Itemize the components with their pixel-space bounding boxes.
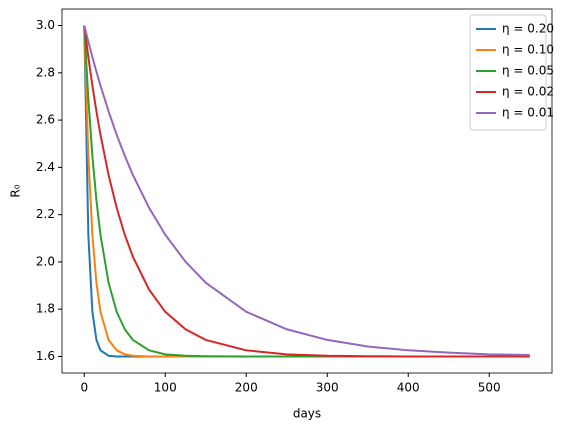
- line-series: [83, 25, 530, 358]
- y-tick-label: 2.0: [36, 254, 55, 268]
- x-tick-label: 300: [316, 381, 339, 395]
- line-series: [83, 25, 530, 358]
- legend-label: η = 0.10: [502, 43, 554, 57]
- y-tick-label: 2.2: [36, 207, 55, 221]
- legend-label: η = 0.02: [502, 85, 554, 99]
- y-tick-label: 1.8: [36, 302, 55, 316]
- legend-label: η = 0.05: [502, 64, 554, 78]
- y-tick-label: 3.0: [36, 18, 55, 32]
- y-tick-label: 2.6: [36, 113, 55, 127]
- plot-frame: [61, 8, 553, 374]
- y-tick-label: 2.8: [36, 65, 55, 79]
- x-tick-label: 400: [397, 381, 420, 395]
- legend-box: [469, 14, 547, 131]
- legend-label: η = 0.20: [502, 22, 554, 36]
- y-tick-label: 1.6: [36, 349, 55, 363]
- y-axis-label: R₀: [9, 184, 23, 197]
- legend-label: η = 0.01: [502, 106, 554, 120]
- x-tick-label: 0: [80, 381, 88, 395]
- line-series: [83, 25, 530, 358]
- x-tick-label: 100: [154, 381, 177, 395]
- y-tick-label: 2.4: [36, 160, 55, 174]
- x-tick-label: 500: [478, 381, 501, 395]
- line-series: [83, 25, 530, 357]
- x-tick-label: 200: [235, 381, 258, 395]
- x-axis-label: days: [293, 407, 321, 421]
- line-series: [83, 25, 530, 358]
